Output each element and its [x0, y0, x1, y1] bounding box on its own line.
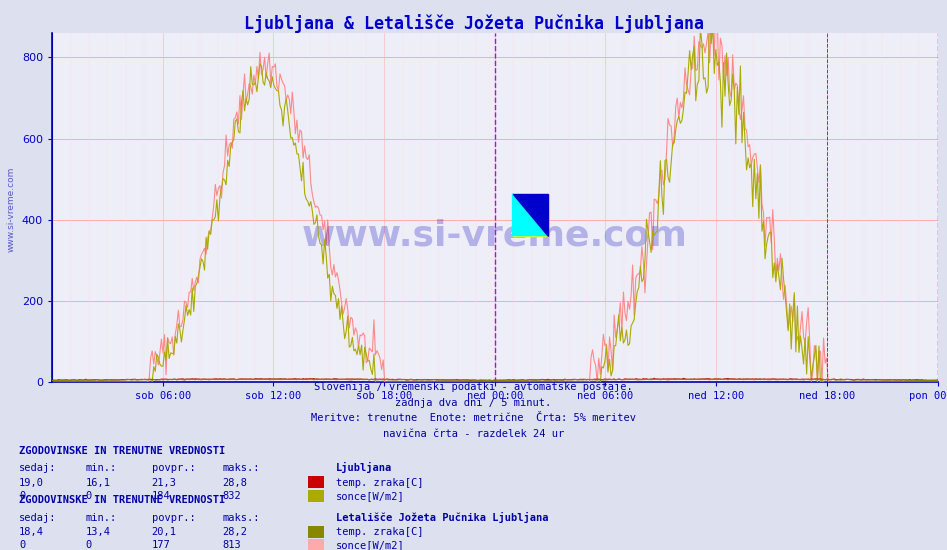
Text: 0: 0 — [19, 540, 26, 550]
Text: Letališče Jožeta Pučnika Ljubljana: Letališče Jožeta Pučnika Ljubljana — [336, 512, 548, 523]
Text: 184: 184 — [152, 491, 170, 501]
Text: Ljubljana: Ljubljana — [336, 463, 392, 474]
Text: 28,2: 28,2 — [223, 527, 247, 537]
Text: temp. zraka[C]: temp. zraka[C] — [336, 527, 423, 537]
Text: maks.:: maks.: — [223, 513, 260, 523]
Polygon shape — [512, 194, 548, 235]
Polygon shape — [512, 194, 548, 235]
Text: sonce[W/m2]: sonce[W/m2] — [336, 491, 405, 501]
Text: www.si-vreme.com: www.si-vreme.com — [302, 218, 688, 252]
Text: povpr.:: povpr.: — [152, 463, 195, 474]
Text: min.:: min.: — [85, 513, 116, 523]
Text: 28,8: 28,8 — [223, 477, 247, 488]
Text: ZGODOVINSKE IN TRENUTNE VREDNOSTI: ZGODOVINSKE IN TRENUTNE VREDNOSTI — [19, 446, 225, 456]
Text: sedaj:: sedaj: — [19, 463, 57, 474]
Text: 18,4: 18,4 — [19, 527, 44, 537]
Text: min.:: min.: — [85, 463, 116, 474]
Text: 21,3: 21,3 — [152, 477, 176, 488]
Text: 177: 177 — [152, 540, 170, 550]
Text: zadnja dva dni / 5 minut.: zadnja dva dni / 5 minut. — [396, 398, 551, 408]
Text: sonce[W/m2]: sonce[W/m2] — [336, 540, 405, 550]
Text: 16,1: 16,1 — [85, 477, 110, 488]
Text: 13,4: 13,4 — [85, 527, 110, 537]
Text: 0: 0 — [19, 491, 26, 501]
Text: 19,0: 19,0 — [19, 477, 44, 488]
Text: 20,1: 20,1 — [152, 527, 176, 537]
Bar — [512, 194, 548, 235]
Text: sedaj:: sedaj: — [19, 513, 57, 523]
Text: navična črta - razdelek 24 ur: navična črta - razdelek 24 ur — [383, 428, 564, 439]
Text: 0: 0 — [85, 491, 92, 501]
Text: temp. zraka[C]: temp. zraka[C] — [336, 477, 423, 488]
Text: maks.:: maks.: — [223, 463, 260, 474]
Text: 0: 0 — [85, 540, 92, 550]
Text: povpr.:: povpr.: — [152, 513, 195, 523]
Text: Slovenija / vremenski podatki - avtomatske postaje.: Slovenija / vremenski podatki - avtomats… — [314, 382, 633, 393]
Text: Ljubljana & Letališče Jožeta Pučnika Ljubljana: Ljubljana & Letališče Jožeta Pučnika Lju… — [243, 14, 704, 33]
Text: 832: 832 — [223, 491, 241, 501]
Text: ZGODOVINSKE IN TRENUTNE VREDNOSTI: ZGODOVINSKE IN TRENUTNE VREDNOSTI — [19, 495, 225, 505]
Text: 813: 813 — [223, 540, 241, 550]
Text: www.si-vreme.com: www.si-vreme.com — [7, 166, 16, 252]
Text: Meritve: trenutne  Enote: metrične  Črta: 5% meritev: Meritve: trenutne Enote: metrične Črta: … — [311, 413, 636, 424]
